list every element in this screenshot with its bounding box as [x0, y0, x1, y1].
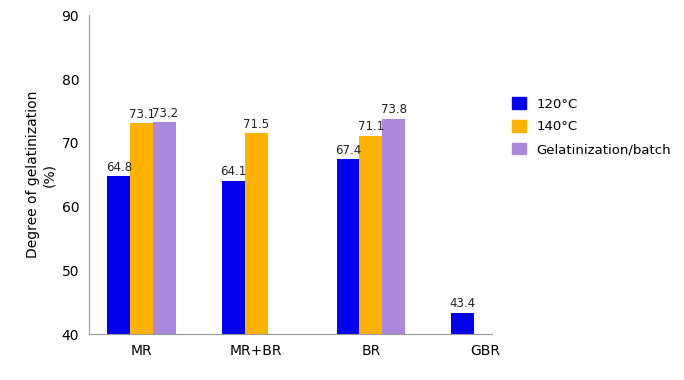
Text: 64.8: 64.8: [105, 160, 132, 174]
Bar: [382, 119, 406, 334]
Text: 64.1: 64.1: [220, 165, 246, 178]
Text: 73.2: 73.2: [152, 107, 178, 120]
Text: 67.4: 67.4: [335, 144, 361, 157]
Legend: 120°C, 140°C, Gelatinization/batch: 120°C, 140°C, Gelatinization/batch: [507, 92, 676, 162]
Bar: [130, 123, 153, 334]
Text: 43.4: 43.4: [449, 297, 476, 310]
Bar: [153, 122, 176, 334]
Bar: [337, 160, 360, 334]
Bar: [245, 133, 267, 334]
Y-axis label: Degree of gelatinization
(%): Degree of gelatinization (%): [26, 91, 56, 258]
Bar: [222, 180, 245, 334]
Bar: [451, 313, 474, 334]
Bar: [360, 136, 382, 334]
Text: 73.8: 73.8: [381, 103, 407, 116]
Text: 71.1: 71.1: [358, 120, 384, 133]
Bar: [107, 176, 130, 334]
Text: 73.1: 73.1: [129, 108, 155, 120]
Text: 71.5: 71.5: [244, 118, 269, 131]
